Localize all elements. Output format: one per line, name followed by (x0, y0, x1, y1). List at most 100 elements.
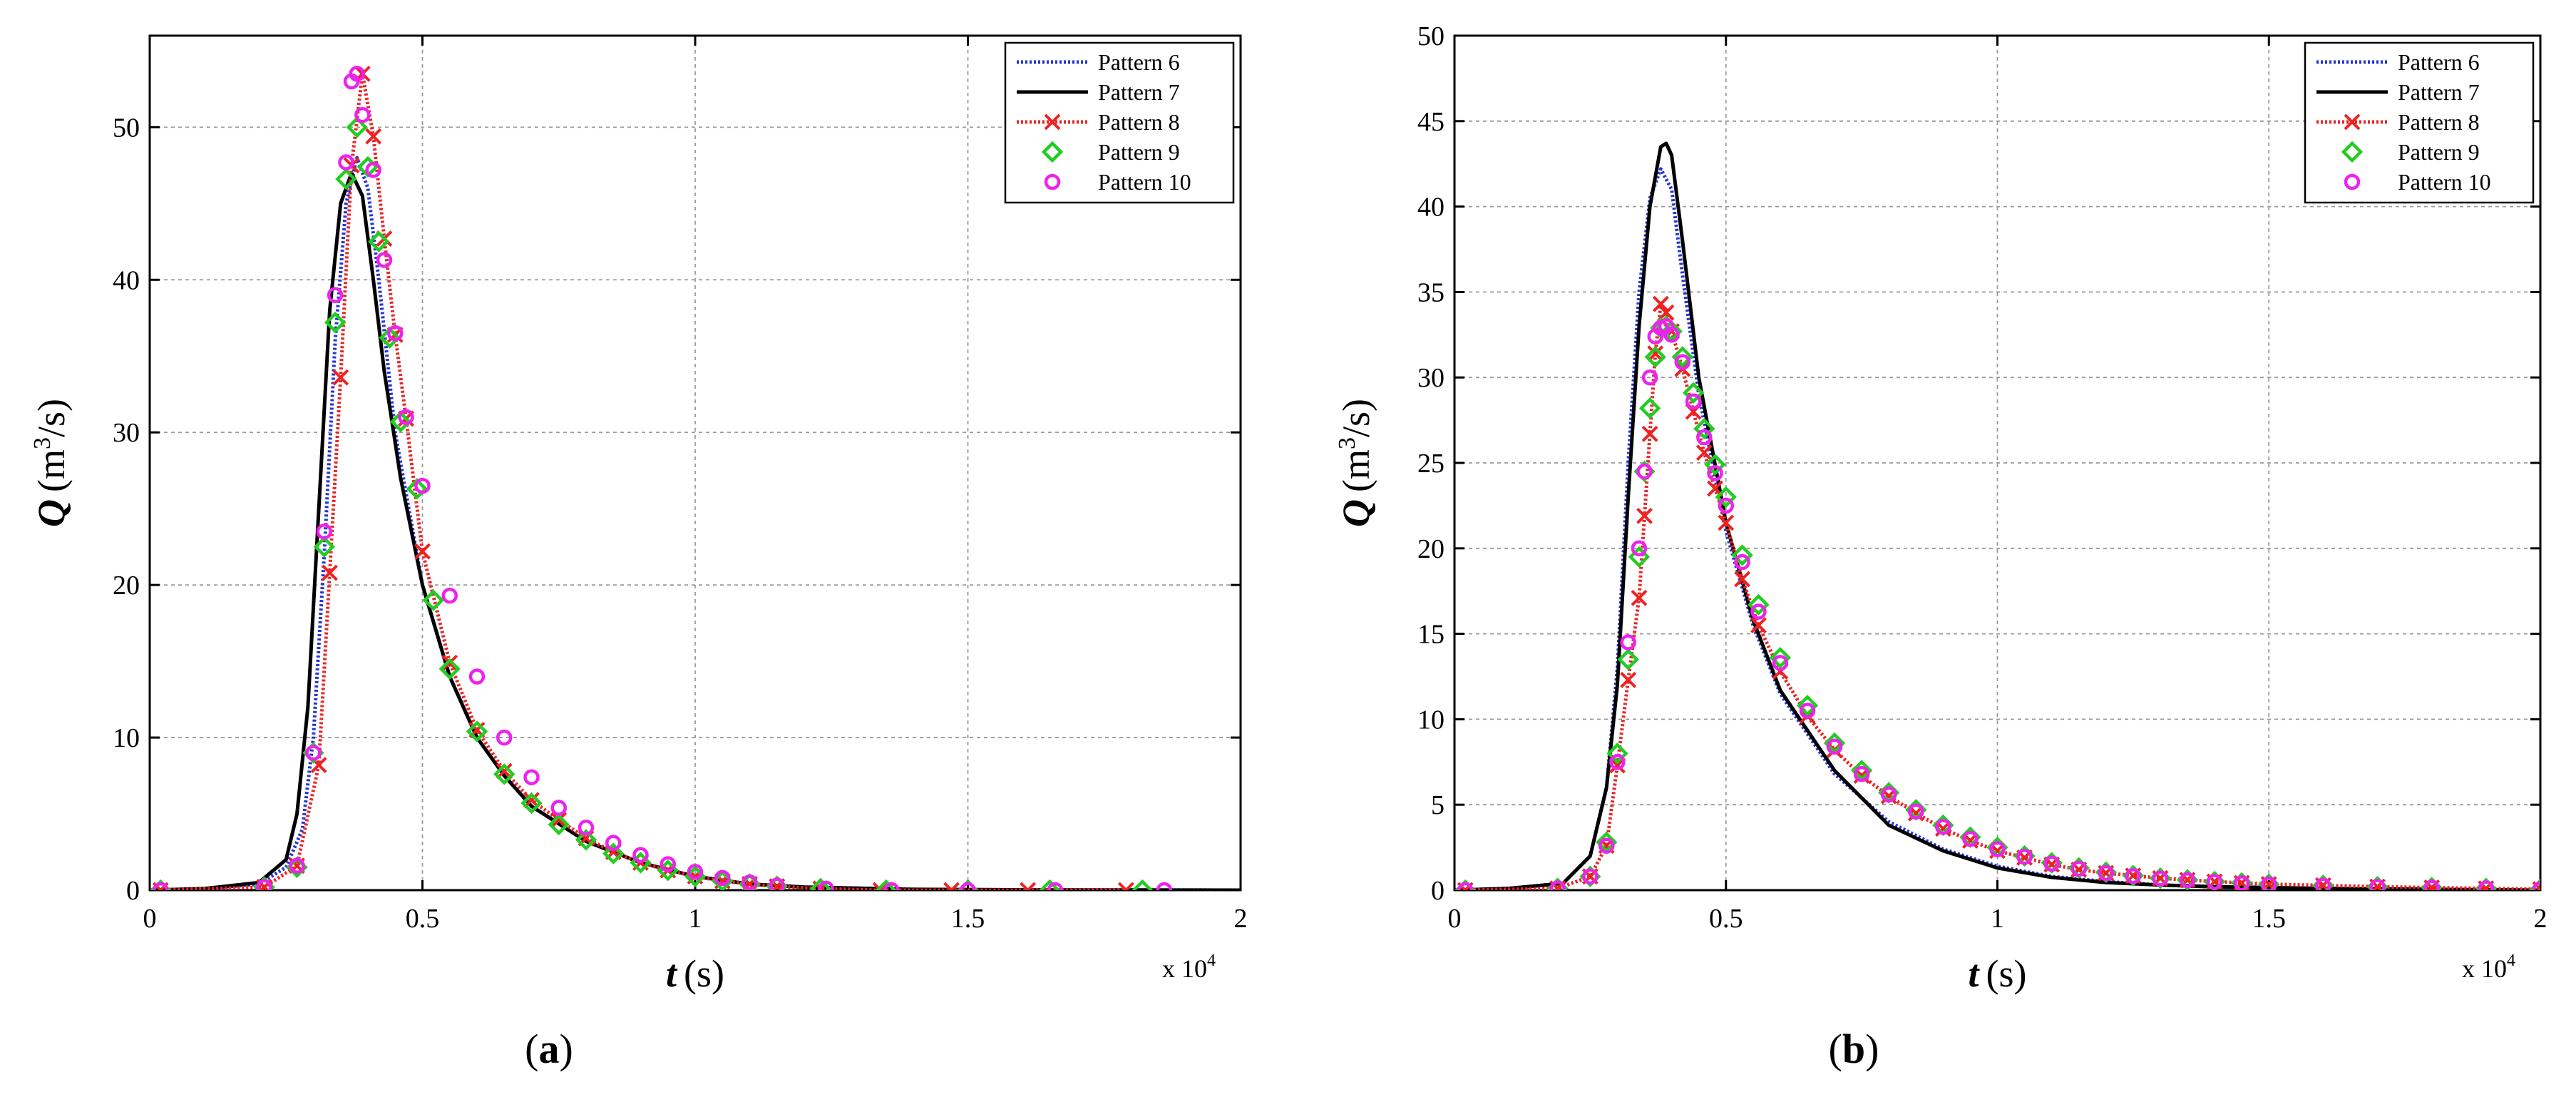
x-multiplier-base: x 10 (1162, 954, 1207, 983)
marker-circle (742, 874, 758, 890)
marker-circle (1156, 882, 1173, 890)
legend-item: Pattern 9 (2341, 139, 2480, 165)
marker-x (1647, 345, 1664, 362)
marker-circle (2070, 860, 2087, 877)
marker-circle (354, 106, 371, 123)
marker-x (1020, 882, 1030, 890)
marker-circle (1962, 830, 1979, 847)
marker-circle (578, 820, 595, 836)
legend-label: Pattern 9 (1098, 139, 1180, 165)
marker-circle (316, 524, 333, 540)
series-group (150, 66, 1241, 890)
marker-diamond (1041, 141, 1064, 163)
marker-circle (1799, 703, 1816, 719)
marker-circle (1935, 819, 1951, 835)
y-tick-label: 30 (113, 418, 140, 448)
marker-diamond (324, 312, 347, 334)
marker-circle (2043, 855, 2060, 872)
marker-x (1718, 514, 1735, 531)
marker-circle (1772, 655, 1789, 671)
marker-circle (2369, 879, 2386, 890)
y-tick-label: 35 (1417, 277, 1444, 307)
marker-circle (1707, 465, 1723, 481)
y-tick-label: 20 (113, 571, 140, 601)
y-tick-label: 5 (1431, 790, 1444, 820)
legend-item: Pattern 9 (1041, 139, 1180, 165)
legend-label: Pattern 8 (1098, 109, 1180, 135)
marker-circle (2179, 872, 2196, 889)
y-tick-label: 50 (1417, 21, 1444, 51)
marker-diamond (1039, 879, 1061, 890)
marker-circle (1609, 754, 1626, 770)
y-tick-label: 10 (1417, 705, 1444, 735)
y-tick-label: 25 (1417, 449, 1444, 479)
marker-circle (1457, 882, 1474, 890)
y-tick-label: 10 (113, 723, 140, 753)
x-tick-label: 0 (143, 904, 157, 934)
y-tick-label: 30 (1417, 363, 1444, 393)
marker-x (943, 882, 954, 890)
marker-circle (523, 769, 540, 785)
x-axis-label-symbol: t (1969, 952, 1981, 995)
x-axis-label-unit: (s) (1986, 952, 2027, 995)
marker-circle (1598, 837, 1615, 854)
marker-circle (2315, 877, 2331, 890)
marker-circle (1631, 540, 1648, 557)
marker-x (1124, 882, 1134, 890)
x-tick-label: 2 (2534, 904, 2547, 934)
marker-circle (1636, 463, 1653, 480)
marker-circle (1696, 429, 1713, 446)
marker-circle (2423, 879, 2440, 890)
x-tick-label: 0.5 (1709, 904, 1743, 934)
x-multiplier: x 104 (2462, 951, 2515, 983)
marker-circle (818, 880, 834, 890)
marker-diamond (1748, 593, 1770, 616)
marker-circle (1826, 738, 1843, 755)
marker-circle (1989, 841, 2006, 857)
marker-diamond (438, 658, 461, 680)
marker-diamond (379, 327, 401, 349)
legend-item: Pattern 6 (2316, 49, 2480, 75)
y-axis-label-unit: (m (1335, 449, 1377, 492)
marker-circle (1750, 603, 1767, 620)
marker-circle (289, 857, 305, 874)
marker-diamond (1693, 417, 1715, 440)
marker-diamond (1715, 486, 1737, 509)
marker-x (2344, 113, 2361, 131)
marker-x (1652, 295, 1669, 312)
marker-circle (398, 409, 414, 426)
marker-circle (1044, 173, 1061, 190)
marker-circle (468, 668, 486, 685)
marker-circle (1582, 868, 1599, 885)
marker-diamond (1769, 646, 1792, 669)
marker-diamond (1704, 454, 1726, 476)
panel-caption: (b) (1829, 1026, 1879, 1072)
marker-diamond (2341, 141, 2364, 163)
y-axis-label-unit-tail: /s) (1335, 399, 1377, 437)
marker-diamond (875, 879, 897, 890)
marker-diamond (1671, 346, 1694, 368)
marker-x (1641, 425, 1658, 442)
x-axis-label: t (s) (666, 952, 724, 995)
marker-diamond (602, 842, 625, 864)
marker-circle (769, 877, 785, 890)
marker-diamond (1644, 346, 1666, 368)
y-axis-label-unit-tail: /s) (30, 399, 73, 437)
y-axis-label-sup: 3 (29, 437, 56, 449)
marker-x (332, 369, 349, 386)
marker-circle (2233, 875, 2250, 890)
marker-diamond (389, 411, 412, 433)
marker-circle (387, 325, 404, 342)
marker-x (441, 654, 458, 671)
x-tick-label: 0 (1448, 904, 1462, 934)
y-tick-label: 40 (1417, 193, 1444, 223)
legend-item: Pattern 8 (2316, 109, 2480, 135)
marker-diamond (809, 877, 832, 890)
marker-circle (1549, 880, 1566, 890)
legend-item: Pattern 10 (2344, 169, 2491, 195)
marker-circle (550, 800, 567, 816)
series-line (1465, 302, 2540, 890)
marker-x (1707, 480, 1723, 497)
marker-circle (714, 869, 731, 887)
marker-x (1044, 113, 1061, 131)
